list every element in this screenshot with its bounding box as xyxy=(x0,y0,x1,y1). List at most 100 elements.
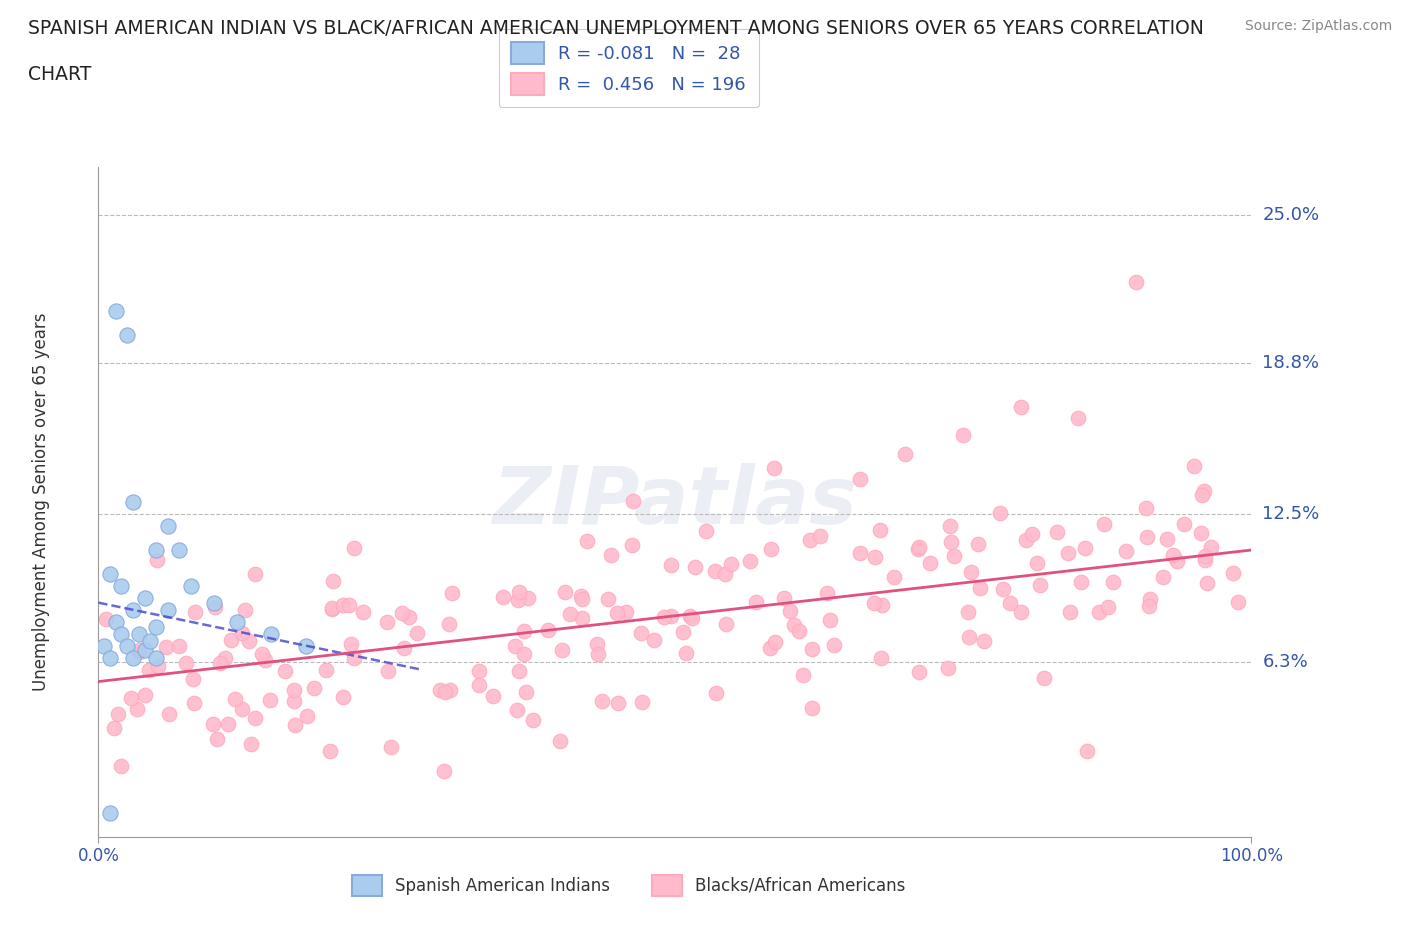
Point xyxy=(643,632,665,647)
Point xyxy=(1189,526,1212,541)
Point xyxy=(392,641,415,656)
Point xyxy=(156,519,179,534)
Point xyxy=(122,650,145,665)
Point xyxy=(1046,525,1069,539)
Point xyxy=(1135,500,1157,515)
Point xyxy=(598,591,620,606)
Point xyxy=(202,595,225,610)
Point xyxy=(815,586,838,601)
Point xyxy=(863,595,886,610)
Point xyxy=(138,662,160,677)
Point xyxy=(492,590,515,604)
Point xyxy=(679,608,702,623)
Point xyxy=(156,603,179,618)
Point xyxy=(146,658,169,673)
Text: 25.0%: 25.0% xyxy=(1263,206,1320,224)
Point xyxy=(204,599,226,614)
Point xyxy=(685,560,707,575)
Point xyxy=(205,731,228,746)
Text: SPANISH AMERICAN INDIAN VS BLACK/AFRICAN AMERICAN UNEMPLOYMENT AMONG SENIORS OVE: SPANISH AMERICAN INDIAN VS BLACK/AFRICAN… xyxy=(28,19,1204,37)
Point xyxy=(219,632,242,647)
Point xyxy=(783,618,806,632)
Point xyxy=(297,709,319,724)
Point xyxy=(225,615,247,630)
Point xyxy=(433,764,456,778)
Point xyxy=(183,604,205,619)
Point xyxy=(128,626,150,641)
Point xyxy=(98,566,121,581)
Point xyxy=(380,739,402,754)
Point xyxy=(920,555,942,570)
Point xyxy=(139,633,162,648)
Point xyxy=(183,696,205,711)
Point xyxy=(823,638,845,653)
Point xyxy=(801,700,824,715)
Point xyxy=(1059,604,1081,619)
Point xyxy=(98,805,121,820)
Point xyxy=(745,594,768,609)
Point xyxy=(661,557,683,572)
Point xyxy=(107,706,129,721)
Point xyxy=(1227,594,1250,609)
Point xyxy=(1139,591,1161,606)
Point xyxy=(659,608,682,623)
Point xyxy=(808,528,831,543)
Point xyxy=(779,604,801,618)
Point xyxy=(1101,575,1123,590)
Point xyxy=(440,586,463,601)
Point xyxy=(560,606,582,621)
Point xyxy=(894,447,917,462)
Point xyxy=(252,647,274,662)
Point xyxy=(134,591,156,605)
Point xyxy=(332,690,354,705)
Point xyxy=(1026,556,1049,571)
Point xyxy=(284,717,307,732)
Point xyxy=(1152,569,1174,584)
Point xyxy=(146,553,169,568)
Point xyxy=(1021,526,1043,541)
Point xyxy=(145,650,167,665)
Point xyxy=(548,734,571,749)
Point xyxy=(759,640,782,655)
Point xyxy=(433,684,456,699)
Point xyxy=(631,695,654,710)
Point xyxy=(174,656,197,671)
Point xyxy=(110,759,132,774)
Point xyxy=(1137,599,1160,614)
Point xyxy=(952,428,974,443)
Text: 12.5%: 12.5% xyxy=(1263,505,1320,524)
Point xyxy=(391,605,413,620)
Point xyxy=(429,683,451,698)
Point xyxy=(591,694,613,709)
Point xyxy=(1033,671,1056,685)
Point xyxy=(1070,575,1092,590)
Point xyxy=(1182,458,1205,473)
Point xyxy=(283,693,305,708)
Point xyxy=(145,619,167,634)
Point xyxy=(295,638,318,653)
Point xyxy=(763,460,786,475)
Point xyxy=(551,643,574,658)
Point xyxy=(763,635,786,650)
Point xyxy=(773,591,796,605)
Point xyxy=(513,623,536,638)
Point xyxy=(1076,744,1098,759)
Point xyxy=(468,678,491,693)
Point xyxy=(128,644,150,659)
Point xyxy=(482,689,505,704)
Point xyxy=(1194,549,1216,564)
Point xyxy=(467,663,489,678)
Point xyxy=(652,610,675,625)
Point xyxy=(343,651,366,666)
Point xyxy=(439,682,461,697)
Point xyxy=(259,692,281,707)
Point xyxy=(993,582,1015,597)
Point xyxy=(908,540,931,555)
Point xyxy=(571,611,593,626)
Point xyxy=(127,701,149,716)
Point xyxy=(787,623,810,638)
Point xyxy=(321,601,343,616)
Point xyxy=(157,707,180,722)
Point xyxy=(522,713,544,728)
Point xyxy=(792,667,814,682)
